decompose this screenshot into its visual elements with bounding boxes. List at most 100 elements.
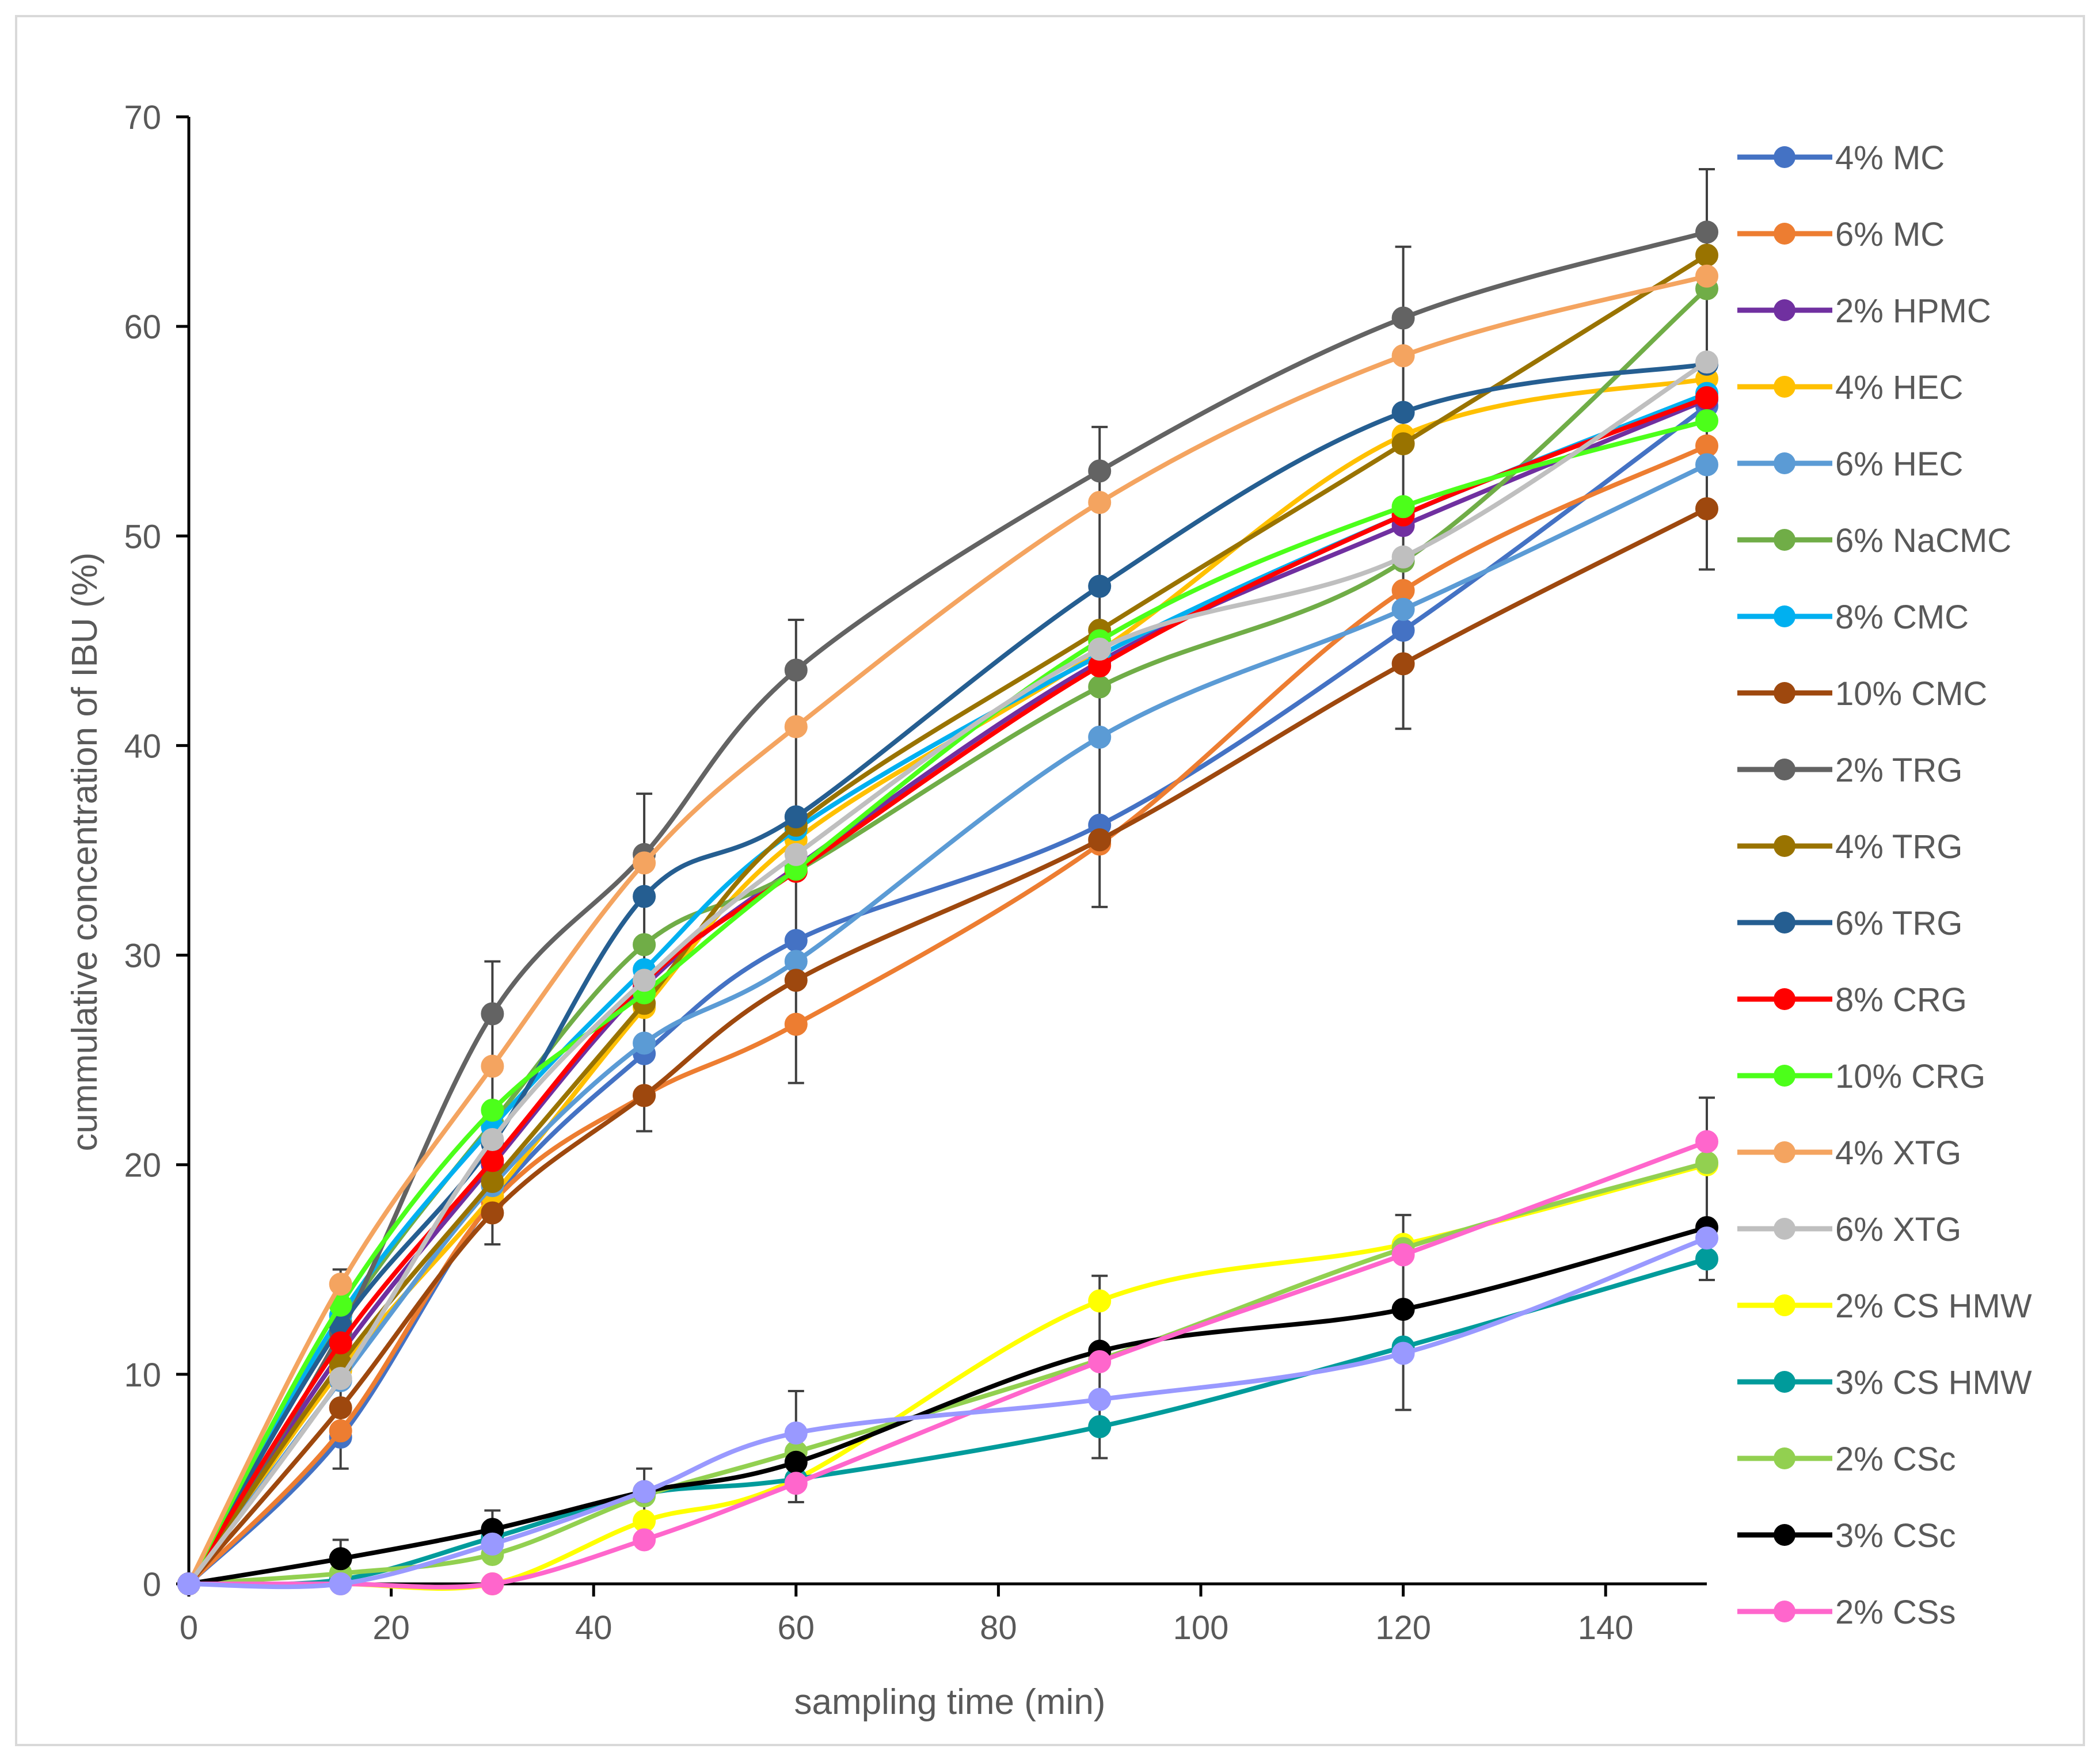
legend-label: 10% CRG [1835,1058,1985,1095]
data-point [481,1002,504,1026]
data-point [177,1572,200,1595]
legend-item: 2% CSs [1737,1594,1956,1631]
x-axis-title: sampling time (min) [794,1682,1106,1722]
legend-label: 10% CMC [1835,675,1987,713]
data-point [784,658,808,682]
data-point [329,1272,352,1296]
data-point [1391,1297,1415,1321]
legend-swatch-marker [1774,1371,1795,1393]
x-tick-label: 60 [778,1609,815,1647]
data-point [1391,306,1415,330]
legend-item: 6% HEC [1737,445,1963,483]
y-tick-label: 30 [124,938,161,975]
series-line [187,361,1707,1586]
data-point [784,843,808,866]
data-point [784,1472,808,1495]
data-point [1391,1342,1415,1365]
series-line [187,273,1708,1585]
y-tick-label: 10 [124,1357,161,1394]
legend-swatch-marker [1774,912,1795,934]
data-point [633,885,656,908]
legend-item: 6% NaCMC [1737,522,2011,559]
legend-item: 2% TRG [1737,752,1962,789]
data-point [784,969,808,992]
legend-item: 6% MC [1737,216,1945,253]
legend-swatch-marker [1774,1294,1795,1316]
legend-item: 2% CSc [1737,1441,1956,1478]
legend-label: 4% MC [1835,139,1945,177]
data-point [1695,220,1718,244]
data-point [481,1572,504,1595]
data-point [1695,1247,1718,1271]
legend-item: 6% XTG [1737,1211,1961,1248]
y-tick-label: 0 [143,1566,161,1603]
legend-item: 4% TRG [1737,828,1962,866]
legend-swatch-marker [1774,682,1795,704]
data-point [481,1201,504,1225]
legend-label: 6% HEC [1835,445,1963,483]
data-point [784,929,808,953]
legend-label: 2% TRG [1835,752,1962,789]
legend-label: 2% CS HMW [1835,1287,2032,1325]
series-line [187,397,1708,1586]
data-point [784,1012,808,1036]
legend-swatch-marker [1774,1141,1795,1163]
data-point [481,1054,504,1078]
legend-swatch-marker [1774,1524,1795,1546]
legend-swatch-marker [1774,835,1795,857]
data-point [481,1532,504,1556]
data-point [329,1331,352,1355]
x-tick-label: 120 [1375,1609,1431,1647]
data-point [1695,1226,1718,1250]
legend-label: 6% XTG [1835,1211,1961,1248]
data-point [1695,243,1718,267]
data-point [1391,432,1415,456]
data-point [1391,1243,1415,1267]
legend-label: 6% NaCMC [1835,522,2011,559]
y-tick-label: 50 [124,518,161,555]
data-point [329,1396,352,1420]
legend-item: 8% CMC [1737,599,1969,636]
legend-item: 2% HPMC [1737,292,1991,330]
legend-label: 2% HPMC [1835,292,1991,330]
data-point [784,1421,808,1445]
data-point [329,1547,352,1571]
legend-label: 4% TRG [1835,828,1962,866]
data-point [1695,409,1718,433]
data-point [329,1367,352,1390]
data-point [481,1169,504,1193]
legend-label: 6% MC [1835,216,1945,253]
series-lines [177,220,1718,1595]
y-axis-title: cummulative concentration of IBU (%) [65,553,105,1152]
data-point [1088,725,1112,749]
legend-item: 2% CS HMW [1737,1287,2032,1325]
data-point [633,851,656,875]
legend-label: 8% CMC [1835,599,1969,636]
data-point [1391,545,1415,569]
legend-swatch-marker [1774,1218,1795,1240]
legend-swatch-marker [1774,1065,1795,1087]
legend-item: 8% CRG [1737,981,1967,1019]
legend-label: 8% CRG [1835,981,1967,1019]
legend-swatch-marker [1774,376,1795,398]
data-point [1088,1289,1112,1313]
data-point [1695,497,1718,520]
axes: 0 10 20 30 40 50 60 70 0 20 40 60 80 100 120 140 [124,99,1707,1647]
data-point [1088,675,1112,699]
x-tick-label: 140 [1578,1609,1634,1647]
y-tick-label: 70 [124,99,161,136]
x-tick-label: 100 [1173,1609,1229,1647]
legend-swatch-marker [1774,759,1795,780]
data-point [1088,1350,1112,1374]
legend-swatch-marker [1774,988,1795,1010]
legend-item: 10% CRG [1737,1058,1985,1095]
x-tick-label: 40 [575,1609,612,1647]
legend-swatch-marker [1774,1447,1795,1469]
y-tick-label: 60 [124,308,161,346]
legend-label: 2% CSs [1835,1594,1956,1631]
series-line [187,418,1708,1585]
legend-item: 3% CSc [1737,1517,1956,1555]
legend-label: 4% HEC [1835,369,1963,406]
legend-swatch-marker [1774,452,1795,474]
